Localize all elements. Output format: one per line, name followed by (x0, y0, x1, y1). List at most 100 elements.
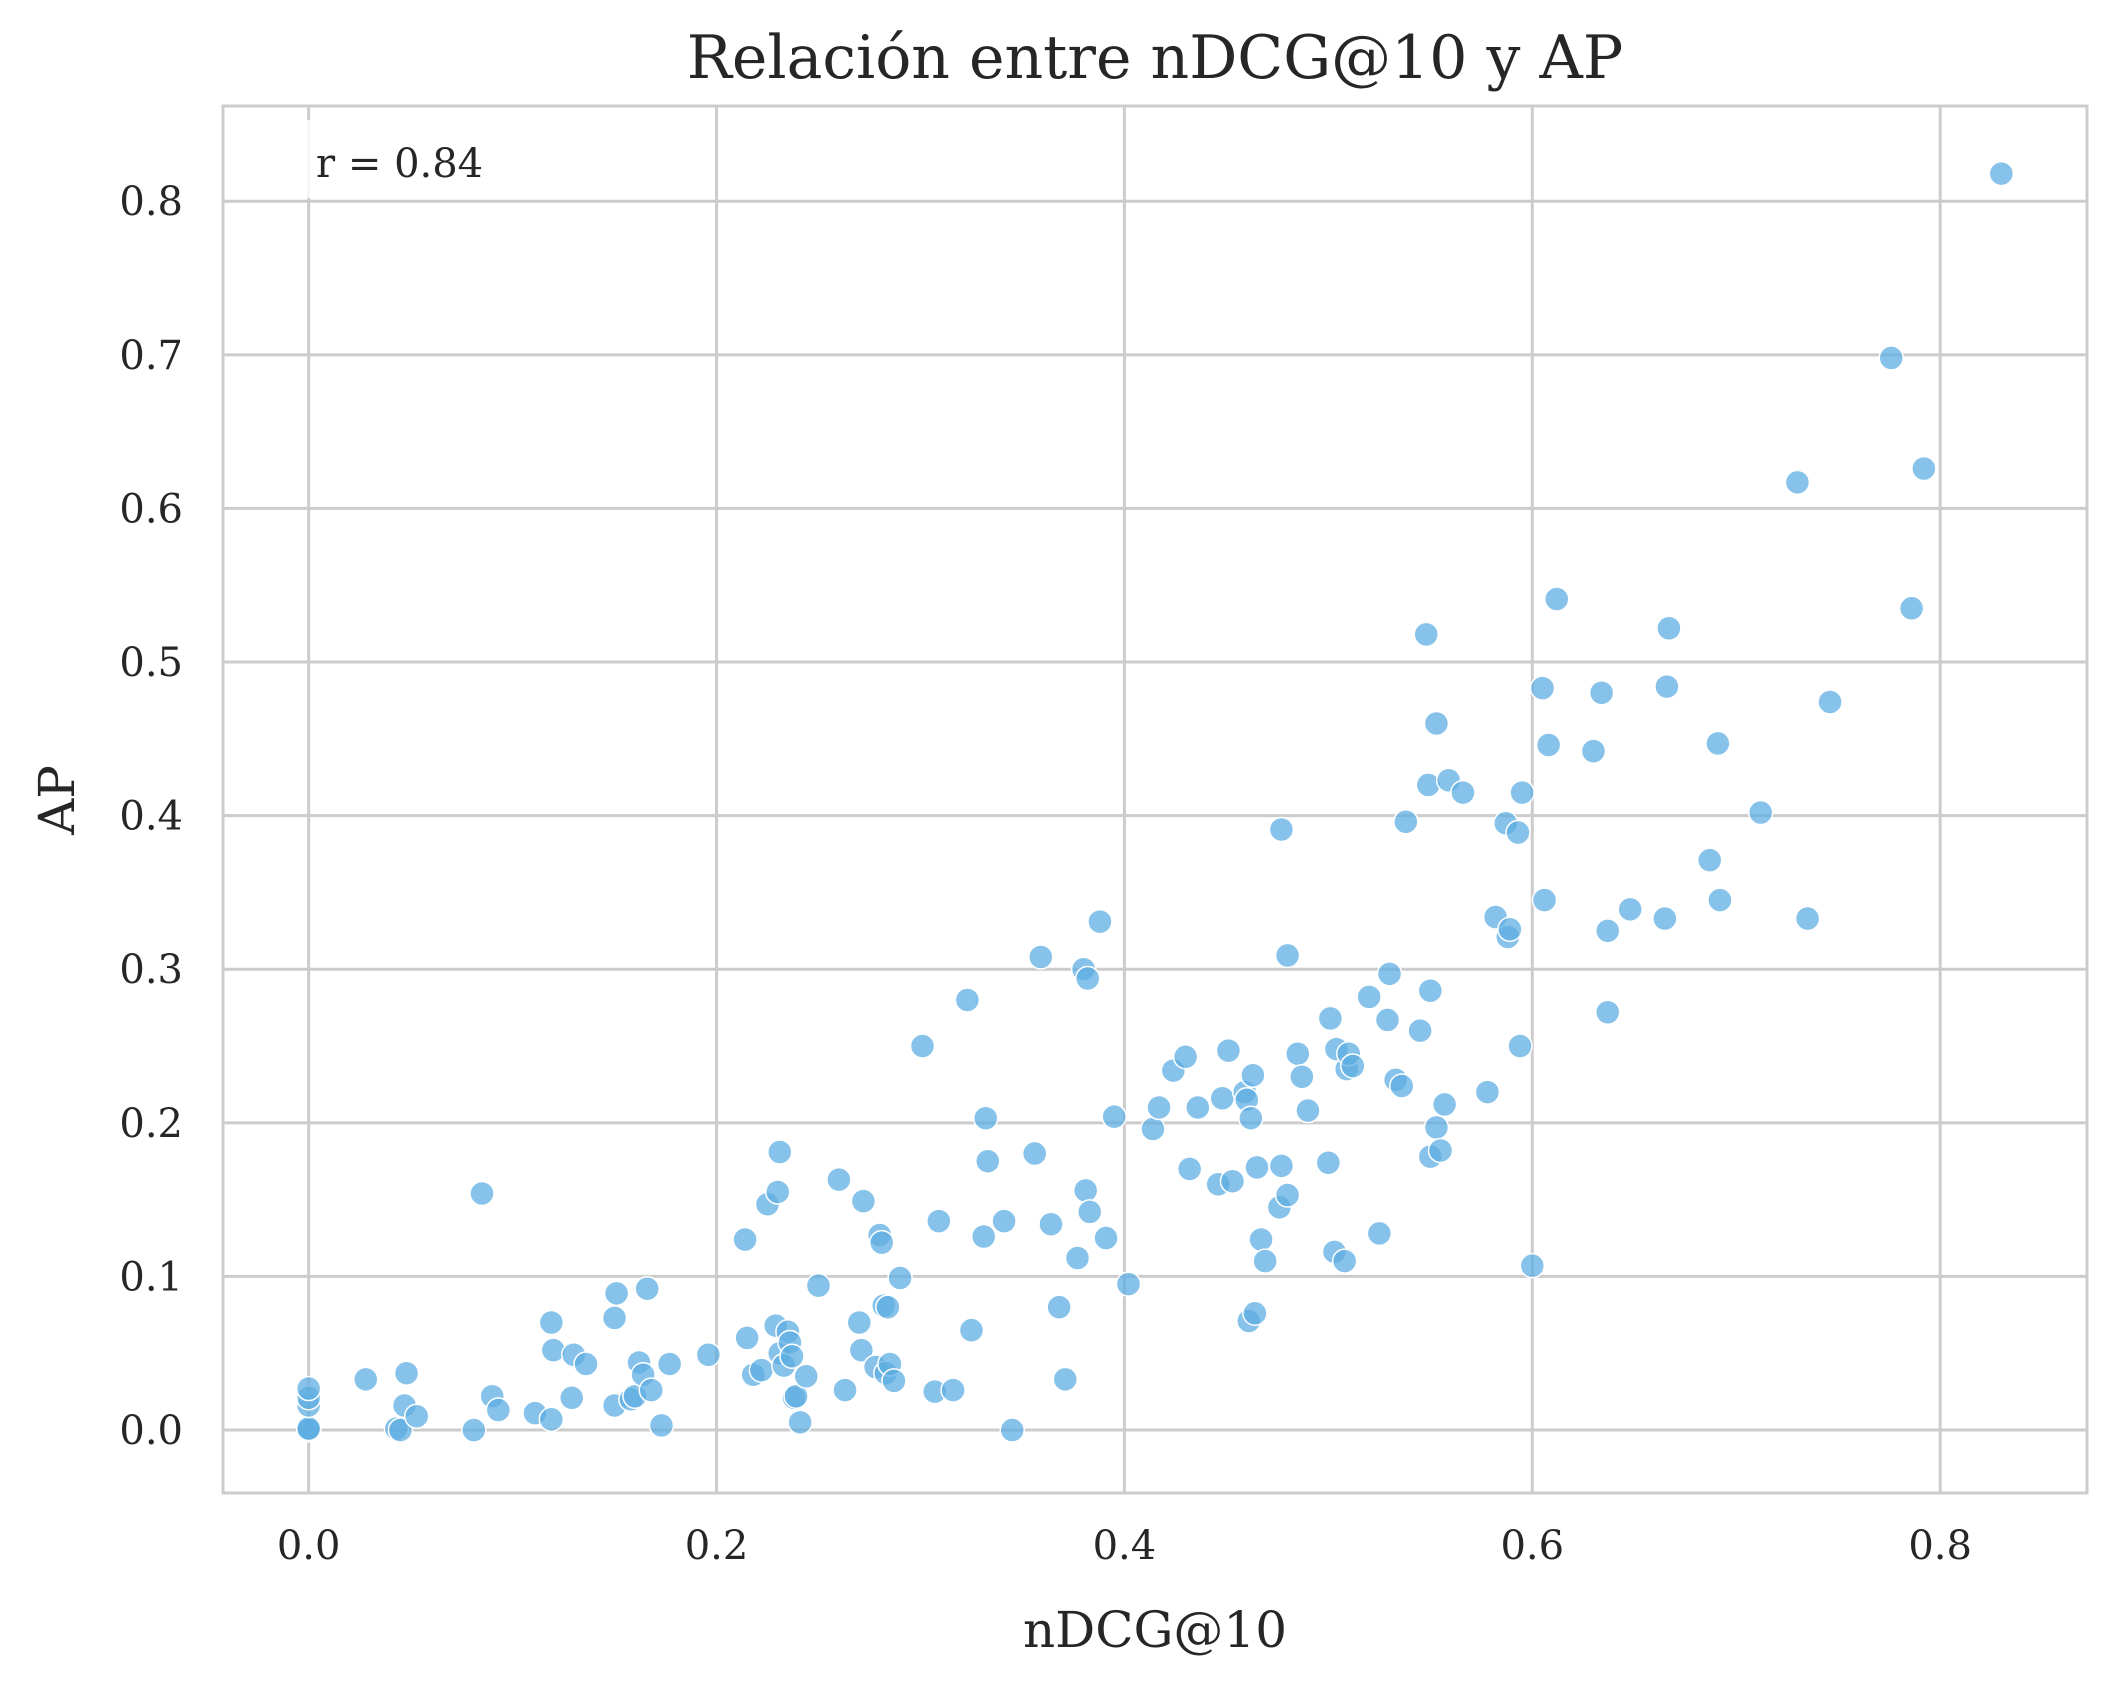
data-point (1519, 1252, 1546, 1279)
x-tick-label: 0.6 (1500, 1523, 1564, 1569)
data-point (1617, 896, 1643, 923)
data-point (1317, 1005, 1344, 1032)
data-point (848, 1337, 875, 1363)
data-point (999, 1417, 1025, 1443)
data-point (805, 1272, 832, 1299)
data-point (1794, 905, 1821, 932)
data-point (1450, 779, 1476, 806)
data-point (1331, 1248, 1358, 1274)
data-point (1064, 1245, 1091, 1271)
data-point (1413, 621, 1439, 648)
data-point (1087, 908, 1113, 935)
data-point (764, 1179, 791, 1205)
data-point (1074, 965, 1101, 992)
data-point (1594, 918, 1621, 944)
data-point (1146, 1094, 1172, 1121)
data-point (387, 1417, 414, 1443)
data-point (1295, 1097, 1321, 1124)
y-tick-label: 0.1 (119, 1254, 183, 1300)
data-point (1407, 1017, 1433, 1044)
data-points (295, 160, 2015, 1443)
y-tick-label: 0.6 (119, 486, 183, 532)
data-point (1423, 1114, 1450, 1141)
data-point (975, 1148, 1001, 1174)
data-point (1529, 675, 1556, 701)
data-point (573, 1351, 599, 1377)
data-point (1878, 345, 1904, 371)
data-point (850, 1188, 877, 1214)
data-point (1140, 1116, 1166, 1142)
data-point (881, 1368, 907, 1394)
chart-title: Relación entre nDCG@10 y AP (687, 23, 1623, 93)
data-point (601, 1305, 628, 1331)
data-point (1289, 1063, 1315, 1090)
data-point (1248, 1226, 1274, 1253)
data-point (1093, 1225, 1119, 1251)
data-point (767, 1139, 793, 1165)
data-point (1784, 469, 1811, 496)
data-point (1423, 710, 1450, 737)
y-tick-label: 0.0 (119, 1408, 183, 1454)
data-point (1654, 673, 1680, 700)
data-point (926, 1208, 952, 1234)
data-point (1507, 1033, 1533, 1059)
x-axis-label: nDCG@10 (1023, 1601, 1287, 1659)
data-point (634, 1275, 660, 1302)
data-point (1656, 615, 1682, 641)
data-point (1988, 160, 2015, 187)
data-point (958, 1317, 985, 1343)
data-point (638, 1377, 665, 1403)
data-point (1244, 1154, 1270, 1181)
data-point (783, 1383, 809, 1409)
data-point (295, 1415, 322, 1442)
data-point (1240, 1062, 1266, 1088)
data-point (1911, 455, 1937, 482)
data-point (1594, 999, 1621, 1025)
data-point (1696, 847, 1723, 873)
data-point (972, 1105, 999, 1131)
plot-frame (221, 104, 2089, 1495)
data-point (748, 1357, 775, 1383)
y-axis-label: AP (28, 765, 86, 836)
data-point (793, 1363, 820, 1390)
x-tick-label: 0.0 (277, 1523, 341, 1569)
data-point (1747, 799, 1774, 826)
data-point (1209, 1085, 1236, 1112)
data-point (1242, 1300, 1268, 1327)
data-point (469, 1180, 495, 1207)
y-tick-label: 0.2 (119, 1101, 183, 1147)
data-point (1588, 679, 1615, 706)
data-point (954, 987, 981, 1013)
data-point (695, 1342, 722, 1368)
data-point (1652, 905, 1678, 932)
data-point (1544, 586, 1570, 612)
data-point (648, 1412, 675, 1439)
data-point (1274, 1182, 1301, 1208)
data-point (1531, 887, 1558, 913)
data-point (1374, 1007, 1401, 1033)
data-point (1185, 1094, 1211, 1121)
x-tick-label: 0.8 (1908, 1523, 1972, 1569)
y-tick-label: 0.8 (119, 179, 183, 225)
data-point (1052, 1366, 1079, 1393)
data-point (1431, 1091, 1458, 1118)
data-point (1176, 1156, 1203, 1182)
data-point (1535, 732, 1562, 758)
data-point (1268, 1153, 1295, 1179)
data-point (909, 1033, 936, 1059)
data-point (1366, 1220, 1393, 1247)
data-point (1046, 1294, 1072, 1320)
data-point (1238, 1105, 1264, 1131)
data-point (787, 1409, 813, 1436)
data-point (393, 1360, 420, 1386)
data-point (1705, 730, 1731, 757)
data-point (868, 1229, 895, 1256)
data-point (1072, 1177, 1099, 1204)
y-tick-label: 0.3 (119, 947, 183, 993)
annotation-box (298, 120, 544, 198)
data-point (1252, 1248, 1278, 1274)
data-point (1215, 1037, 1242, 1064)
axis-ticks: 0.0 0.2 0.4 0.6 0.8 0.0 0.1 0.2 0.3 0.4 0.5 0.6 0.7 0… (119, 179, 1972, 1569)
x-tick-label: 0.4 (1093, 1523, 1157, 1569)
